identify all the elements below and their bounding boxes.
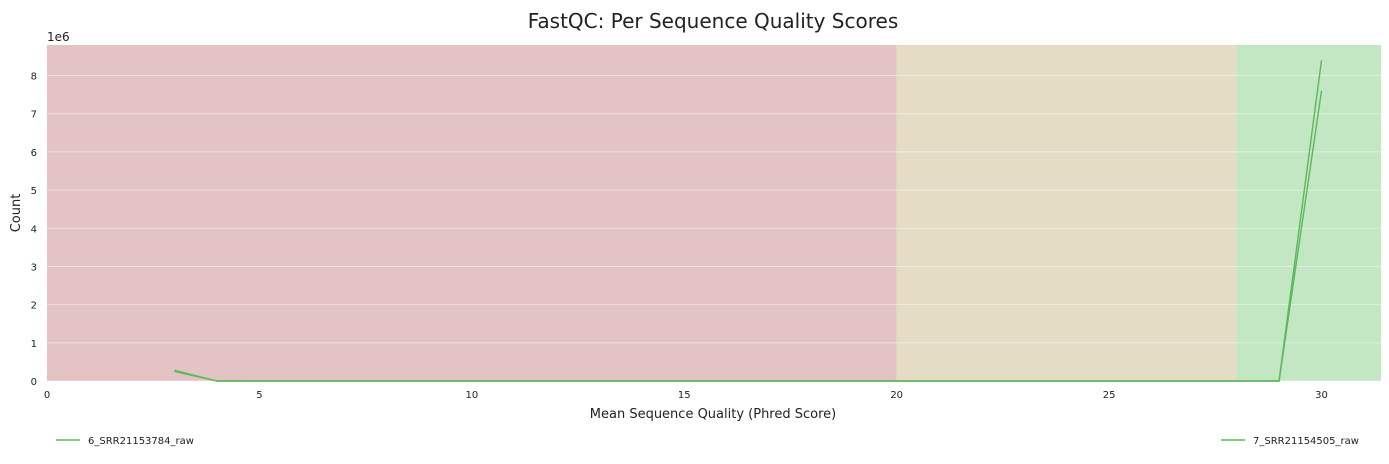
series-lines — [174, 60, 1323, 382]
quality-bands — [47, 45, 1381, 381]
quality-band-2 — [1236, 45, 1381, 381]
y-tick-label-1: 1 — [31, 339, 37, 350]
x-axis-label: Mean Sequence Quality (Phred Score) — [590, 407, 836, 422]
x-tick-label-3: 15 — [678, 390, 691, 401]
y-tick-label-3: 3 — [31, 262, 37, 273]
legend-label-0: 6_SRR21153784_raw — [88, 436, 194, 447]
quality-band-1 — [896, 45, 1237, 381]
quality-band-0 — [47, 45, 897, 381]
y-tick-label-4: 4 — [31, 224, 37, 235]
gridlines — [47, 75, 1381, 382]
y-tick-label-6: 6 — [31, 148, 37, 159]
legend: 6_SRR21153784_raw 7_SRR21154505_raw — [56, 436, 1359, 447]
x-tick-label-4: 20 — [890, 390, 903, 401]
y-tick-label-0: 0 — [31, 377, 37, 388]
x-tick-label-0: 0 — [44, 390, 50, 401]
y-tick-label-7: 7 — [31, 110, 37, 121]
y-tick-label-5: 5 — [31, 186, 37, 197]
x-tick-label-2: 10 — [465, 390, 478, 401]
y-axis-label: Count — [9, 194, 24, 233]
axis-ticks: 0 5 10 15 20 25 30 0 1 2 3 4 5 6 7 8 — [31, 72, 1328, 401]
x-tick-label-5: 25 — [1103, 390, 1116, 401]
y-tick-label-2: 2 — [31, 301, 37, 312]
legend-label-1: 7_SRR21154505_raw — [1253, 436, 1359, 447]
x-tick-label-6: 30 — [1315, 390, 1328, 401]
legend-item-1: 7_SRR21154505_raw — [1221, 436, 1359, 447]
chart-title: FastQC: Per Sequence Quality Scores — [528, 9, 899, 33]
legend-item-0: 6_SRR21153784_raw — [56, 436, 194, 447]
x-tick-label-1: 5 — [256, 390, 262, 401]
series-line-1 — [174, 90, 1323, 382]
y-tick-label-8: 8 — [31, 72, 37, 83]
y-offset-label: 1e6 — [47, 30, 70, 44]
